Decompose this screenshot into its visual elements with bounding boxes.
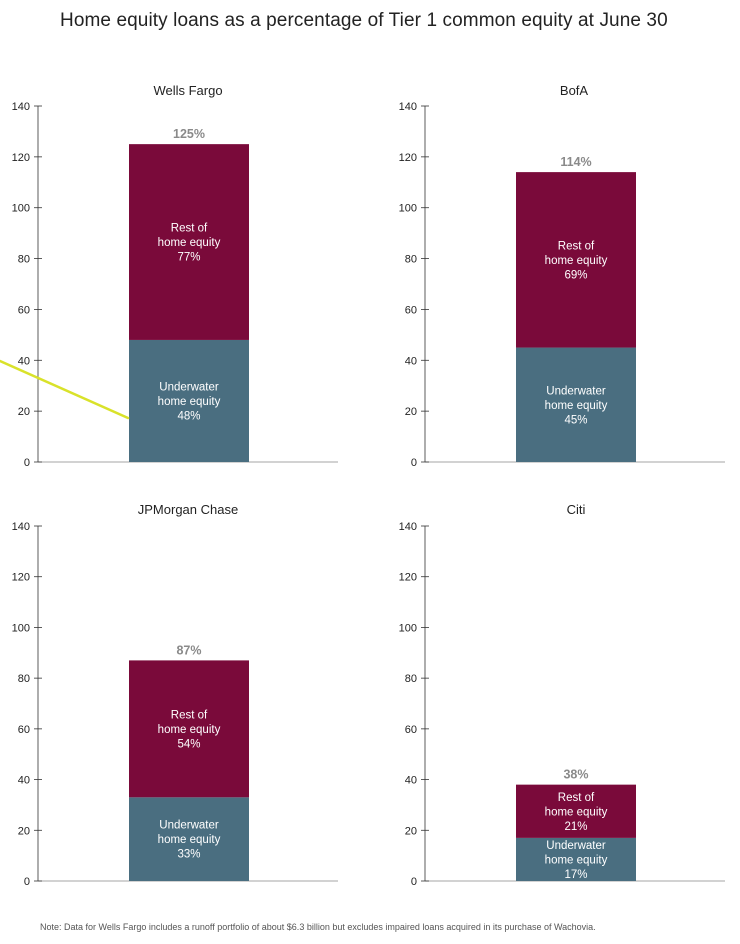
y-tick-label: 100 (399, 203, 417, 215)
chart-panel: BofA 0 20 40 60 80 100 120 140 Underwater home equ… (399, 83, 725, 469)
bar-segment-rest (129, 144, 249, 340)
y-tick-label: 40 (18, 775, 30, 787)
y-tick-label: 60 (405, 304, 417, 316)
y-tick-label: 0 (24, 876, 30, 888)
segment-label: 17% (564, 869, 587, 881)
bar-segment-underwater (129, 797, 249, 881)
y-tick-label: 140 (399, 101, 417, 113)
y-tick-label: 0 (24, 457, 30, 469)
segment-label: Rest of (171, 223, 208, 235)
segment-label: 54% (177, 738, 200, 750)
segment-label: Underwater (546, 840, 606, 852)
bar-segment-rest (516, 172, 636, 348)
y-tick-label: 0 (411, 457, 417, 469)
total-label: 38% (563, 768, 588, 782)
chart-title: Wells Fargo (153, 83, 222, 98)
segment-label: home equity (158, 396, 221, 408)
segment-label: home equity (545, 854, 608, 866)
y-tick-label: 0 (411, 876, 417, 888)
bar-segment-underwater (516, 837, 636, 881)
segment-label: 48% (177, 410, 200, 422)
y-tick-label: 60 (405, 724, 417, 736)
footnote: Note: Data for Wells Fargo includes a ru… (40, 922, 596, 932)
pointer-line (0, 359, 130, 420)
chart-panel: JPMorgan Chase 0 20 40 60 80 100 120 140 Underwat… (12, 502, 338, 888)
segment-label: Rest of (558, 792, 595, 804)
chart-title: JPMorgan Chase (138, 502, 238, 517)
segment-label: home equity (158, 724, 221, 736)
bar-segment-rest (516, 784, 636, 838)
bar-segment-rest (129, 660, 249, 798)
y-tick-label: 100 (12, 203, 30, 215)
y-tick-label: 40 (405, 355, 417, 367)
y-tick-label: 80 (18, 254, 30, 266)
y-tick-label: 20 (405, 825, 417, 837)
y-tick-label: 100 (399, 622, 417, 634)
y-tick-label: 120 (12, 572, 30, 584)
y-tick-label: 120 (399, 572, 417, 584)
y-tick-label: 20 (18, 406, 30, 418)
main-title: Home equity loans as a percentage of Tie… (60, 10, 668, 31)
segment-label: Underwater (159, 381, 219, 393)
y-tick-label: 140 (399, 521, 417, 533)
total-label: 87% (176, 643, 201, 657)
segment-label: 33% (177, 849, 200, 861)
total-label: 125% (173, 127, 205, 141)
bar-segment-underwater (129, 339, 249, 462)
y-tick-label: 80 (405, 673, 417, 685)
segment-label: 45% (564, 414, 587, 426)
segment-label: home equity (545, 806, 608, 818)
y-tick-label: 140 (12, 101, 30, 113)
segment-label: Rest of (171, 709, 208, 721)
segment-label: Underwater (546, 385, 606, 397)
segment-label: home equity (545, 400, 608, 412)
y-tick-label: 120 (12, 152, 30, 164)
y-tick-label: 60 (18, 304, 30, 316)
y-tick-label: 80 (405, 254, 417, 266)
bar-segment-underwater (516, 347, 636, 462)
y-tick-label: 40 (18, 355, 30, 367)
y-tick-label: 20 (405, 406, 417, 418)
segment-label: home equity (545, 255, 608, 267)
y-tick-label: 120 (399, 152, 417, 164)
y-tick-label: 60 (18, 724, 30, 736)
y-tick-label: 80 (18, 673, 30, 685)
segment-label: 69% (564, 269, 587, 281)
segment-label: home equity (158, 834, 221, 846)
y-tick-label: 20 (18, 825, 30, 837)
segment-label: home equity (158, 237, 221, 249)
y-tick-label: 140 (12, 521, 30, 533)
segment-label: Underwater (159, 820, 219, 832)
y-tick-label: 40 (405, 775, 417, 787)
segment-label: 77% (177, 252, 200, 264)
segment-label: 21% (564, 821, 587, 833)
total-label: 114% (560, 155, 591, 169)
chart-title: Citi (567, 502, 586, 517)
y-tick-label: 100 (12, 622, 30, 634)
chart-title: BofA (560, 83, 589, 98)
chart-panel: Wells Fargo 0 20 40 60 80 100 120 140 Underwater h… (12, 83, 338, 469)
segment-label: Rest of (558, 240, 595, 252)
chart-panel: Citi 0 20 40 60 80 100 120 140 Underwater home equ… (399, 502, 725, 888)
